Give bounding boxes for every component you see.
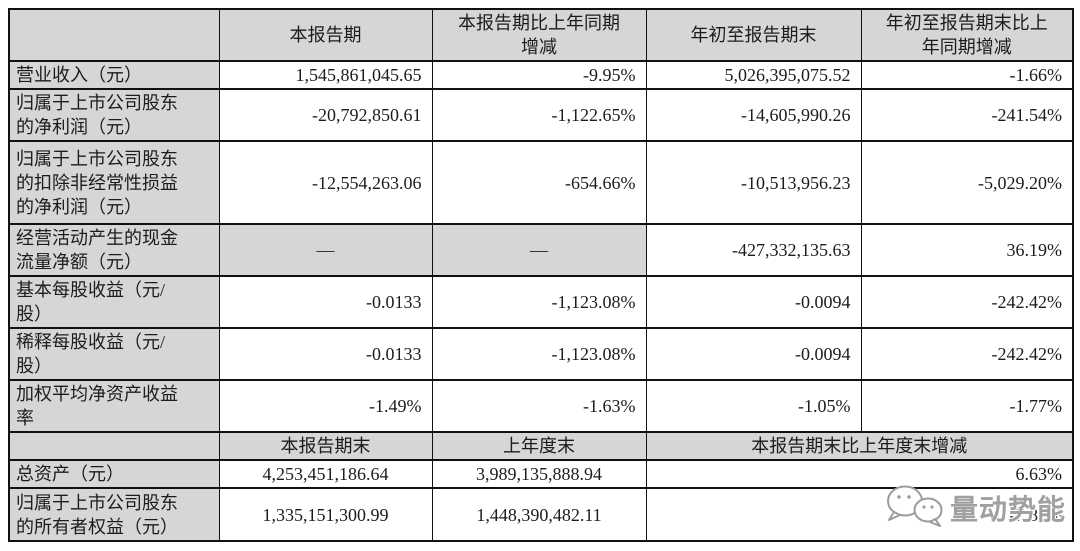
column-header-prior-year-end: 上年度末	[431, 431, 647, 461]
cell-value: -241.54%	[860, 88, 1074, 142]
cell-value: -1.63%	[431, 379, 647, 433]
table-row-revenue: 营业收入（元） 1,545,861,045.65 -9.95% 5,026,39…	[8, 60, 1074, 90]
cell-value: -1,123.08%	[431, 275, 647, 329]
header-row-period: 本报告期 本报告期比上年同期 增减 年初至报告期末 年初至报告期末比上 年同期增…	[8, 8, 1074, 62]
cell-value: 5,026,395,075.52	[645, 60, 862, 90]
cell-value: -14,605,990.26	[645, 88, 862, 142]
cell-value: 6.63%	[645, 459, 1074, 489]
row-label: 营业收入（元）	[8, 60, 220, 90]
column-header-ytd: 年初至报告期末	[645, 8, 862, 62]
cell-value: -5,029.20%	[860, 140, 1074, 225]
column-header-ytd-yoy-change: 年初至报告期末比上 年同期增减	[860, 8, 1074, 62]
cell-value: 3,989,135,888.94	[431, 459, 647, 489]
cell-value: 36.19%	[860, 223, 1074, 277]
row-label: 经营活动产生的现金 流量净额（元）	[8, 223, 220, 277]
table-row-owners-equity: 归属于上市公司股东 的所有者权益（元） 1,335,151,300.99 1,4…	[8, 487, 1074, 542]
cell-value: -242.42%	[860, 327, 1074, 381]
cell-value: -9.95%	[431, 60, 647, 90]
cell-value: -427,332,135.63	[645, 223, 862, 277]
table-row-basic-eps: 基本每股收益（元/ 股） -0.0133 -1,123.08% -0.0094 …	[8, 275, 1074, 329]
cell-value: -1,122.65%	[431, 88, 647, 142]
cell-value: -0.0133	[218, 327, 433, 381]
row-label: 基本每股收益（元/ 股）	[8, 275, 220, 329]
corner-cell	[8, 431, 220, 461]
header-row-period-end: 本报告期末 上年度末 本报告期末比上年度末增减	[8, 431, 1074, 461]
table-row-net-profit: 归属于上市公司股东 的净利润（元） -20,792,850.61 -1,122.…	[8, 88, 1074, 142]
table-row-operating-cash-flow: 经营活动产生的现金 流量净额（元） — — -427,332,135.63 36…	[8, 223, 1074, 277]
cell-value-dash: —	[218, 223, 433, 277]
table-row-weighted-avg-roe: 加权平均净资产收益 率 -1.49% -1.63% -1.05% -1.77%	[8, 379, 1074, 433]
cell-value: 1,545,861,045.65	[218, 60, 433, 90]
table-row-net-profit-excl-nonrecurring: 归属于上市公司股东 的扣除非经常性损益 的净利润（元） -12,554,263.…	[8, 140, 1074, 225]
cell-value: -1.05%	[645, 379, 862, 433]
cell-value: -0.0133	[218, 275, 433, 329]
cell-value: -1,123.08%	[431, 327, 647, 381]
row-label: 归属于上市公司股东 的扣除非经常性损益 的净利润（元）	[8, 140, 220, 225]
cell-value: -1.49%	[218, 379, 433, 433]
cell-value: 1,448,390,482.11	[431, 487, 647, 542]
table-row-total-assets: 总资产（元） 4,253,451,186.64 3,989,135,888.94…	[8, 459, 1074, 489]
row-label: 总资产（元）	[8, 459, 220, 489]
cell-value: -0.0094	[645, 275, 862, 329]
cell-value: -20,792,850.61	[218, 88, 433, 142]
corner-cell	[8, 8, 220, 62]
column-header-period-end: 本报告期末	[218, 431, 433, 461]
financial-summary-table: 本报告期 本报告期比上年同期 增减 年初至报告期末 年初至报告期末比上 年同期增…	[8, 8, 1074, 542]
column-header-current-period: 本报告期	[218, 8, 433, 62]
cell-value-dash: —	[431, 223, 647, 277]
row-label: 稀释每股收益（元/ 股）	[8, 327, 220, 381]
table-row-diluted-eps: 稀释每股收益（元/ 股） -0.0133 -1,123.08% -0.0094 …	[8, 327, 1074, 381]
row-label: 归属于上市公司股东 的净利润（元）	[8, 88, 220, 142]
cell-value: -10,513,956.23	[645, 140, 862, 225]
cell-value: -1.66%	[860, 60, 1074, 90]
column-header-period-end-change: 本报告期末比上年度末增减	[645, 431, 1074, 461]
cell-value: -654.66%	[431, 140, 647, 225]
cell-value: -1.77%	[860, 379, 1074, 433]
row-label: 归属于上市公司股东 的所有者权益（元）	[8, 487, 220, 542]
cell-value: -242.42%	[860, 275, 1074, 329]
cell-value: 4,253,451,186.64	[218, 459, 433, 489]
row-label: 加权平均净资产收益 率	[8, 379, 220, 433]
column-header-yoy-change: 本报告期比上年同期 增减	[431, 8, 647, 62]
cell-value: -0.0094	[645, 327, 862, 381]
cell-value: 1,335,151,300.99	[218, 487, 433, 542]
cell-value: -7.82%	[645, 487, 1074, 542]
cell-value: -12,554,263.06	[218, 140, 433, 225]
